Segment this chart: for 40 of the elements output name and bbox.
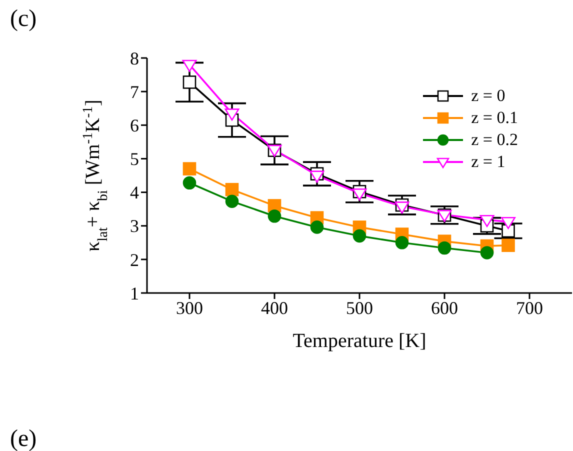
legend-label: z = 0.2	[471, 130, 518, 150]
point	[395, 236, 409, 250]
y-tick-label: 2	[130, 250, 139, 270]
point	[310, 170, 324, 183]
point	[225, 182, 239, 196]
point	[502, 224, 515, 238]
point	[480, 214, 494, 228]
y-tick-label: 4	[130, 182, 139, 203]
point	[182, 60, 197, 72]
point	[438, 241, 452, 255]
y-tick-label: 5	[130, 149, 139, 170]
legend-label: z = 0	[471, 86, 506, 106]
legend-label: z = 0.1	[471, 108, 518, 128]
point	[502, 238, 515, 252]
y-tick-label: 1	[130, 283, 139, 304]
point	[394, 202, 410, 214]
point	[268, 209, 282, 223]
point	[182, 176, 196, 190]
point	[480, 246, 494, 260]
point	[182, 162, 196, 176]
x-tick-label: 700	[516, 298, 543, 318]
legend-label: z = 1	[471, 152, 506, 172]
point	[224, 108, 240, 121]
x-tick-label: 400	[261, 298, 288, 318]
y-tick-label: 3	[130, 216, 139, 236]
point	[501, 216, 516, 230]
point	[310, 220, 324, 234]
x-tick-label: 600	[431, 298, 458, 318]
point	[225, 194, 239, 208]
y-tick-label: 7	[130, 82, 139, 102]
point	[352, 229, 366, 243]
text: (c)	[10, 6, 37, 33]
x-tick-label: 500	[346, 298, 373, 318]
point	[352, 188, 367, 201]
point	[182, 76, 196, 89]
y-tick-label: 8	[130, 48, 139, 68]
y-tick-label: 6	[130, 116, 139, 136]
text: (e)	[10, 426, 37, 451]
x-tick-label: 300	[176, 298, 203, 318]
x-axis-title: Temperature [K]	[292, 330, 426, 352]
